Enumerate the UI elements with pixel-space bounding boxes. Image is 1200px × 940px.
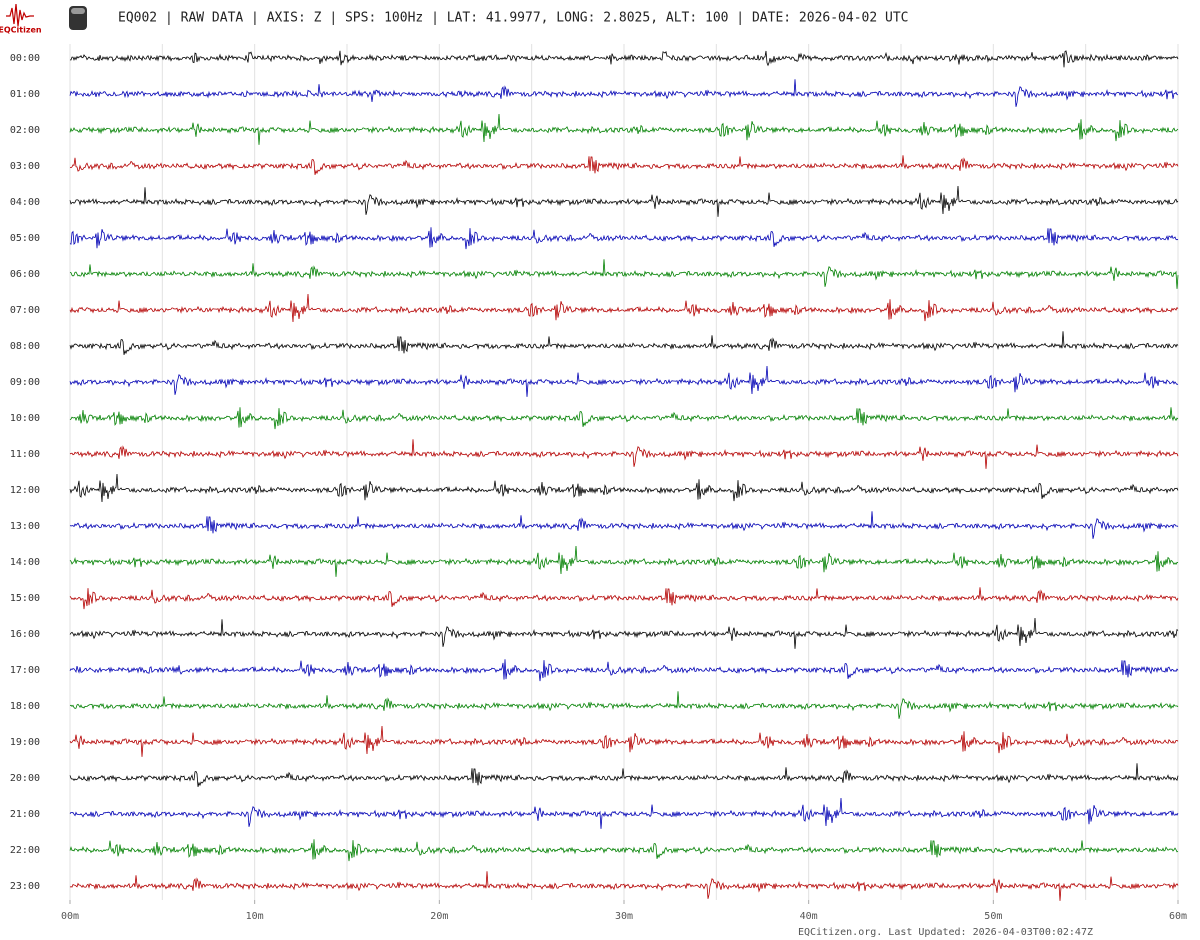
row-label: 10:00: [10, 413, 40, 424]
row-label: 05:00: [10, 233, 40, 244]
logo-text: EQCitizen: [0, 26, 42, 35]
logo-wave: [6, 3, 34, 27]
row-label: 13:00: [10, 521, 40, 532]
trace: [69, 511, 1179, 539]
trace: [69, 725, 1179, 757]
trace: [69, 50, 1179, 68]
footer: EQCitizen.org. Last Updated: 2026-04-03T…: [798, 927, 1093, 938]
row-label: 11:00: [10, 449, 40, 460]
trace: [69, 79, 1179, 107]
row-label: 06:00: [10, 269, 40, 280]
trace: [69, 659, 1179, 682]
row-label: 07:00: [10, 305, 40, 316]
row-label: 19:00: [10, 737, 40, 748]
row-label: 15:00: [10, 593, 40, 604]
trace: [69, 871, 1179, 901]
x-tick-label: 50m: [984, 911, 1002, 922]
row-label: 03:00: [10, 161, 40, 172]
trace: [69, 691, 1179, 719]
trace: [69, 839, 1179, 862]
row-label: 21:00: [10, 809, 40, 820]
trace: [69, 293, 1179, 323]
trace: [69, 587, 1179, 610]
row-label: 08:00: [10, 341, 40, 352]
row-label: 02:00: [10, 125, 40, 136]
x-tick-label: 20m: [430, 911, 448, 922]
trace: [69, 227, 1179, 250]
trace: [69, 797, 1179, 829]
trace: [69, 763, 1179, 787]
row-label: 20:00: [10, 773, 40, 784]
trace: [69, 331, 1179, 355]
trace: [69, 439, 1179, 469]
trace: [69, 545, 1179, 577]
row-label: 18:00: [10, 701, 40, 712]
x-tick-label: 30m: [615, 911, 633, 922]
row-label: 09:00: [10, 377, 40, 388]
trace: [69, 617, 1179, 649]
logo: EQCitizen: [0, 3, 87, 35]
trace: [69, 365, 1179, 397]
row-label: 17:00: [10, 665, 40, 676]
x-tick-label: 00m: [61, 911, 79, 922]
x-tick-label: 40m: [800, 911, 818, 922]
row-label: 01:00: [10, 89, 40, 100]
row-label: 04:00: [10, 197, 40, 208]
row-label: 00:00: [10, 53, 40, 64]
row-label: 16:00: [10, 629, 40, 640]
row-label: 22:00: [10, 845, 40, 856]
chart-title: EQ002 | RAW DATA | AXIS: Z | SPS: 100Hz …: [118, 11, 909, 26]
trace: [69, 407, 1179, 430]
trace: [69, 185, 1179, 217]
trace: [69, 259, 1179, 289]
row-label: 23:00: [10, 881, 40, 892]
x-tick-label: 10m: [246, 911, 264, 922]
x-tick-label: 60m: [1169, 911, 1187, 922]
row-label: 14:00: [10, 557, 40, 568]
trace: [69, 113, 1179, 145]
trace: [69, 473, 1179, 503]
row-label: 12:00: [10, 485, 40, 496]
trace: [69, 155, 1179, 175]
sensor-icon-top: [71, 8, 85, 14]
